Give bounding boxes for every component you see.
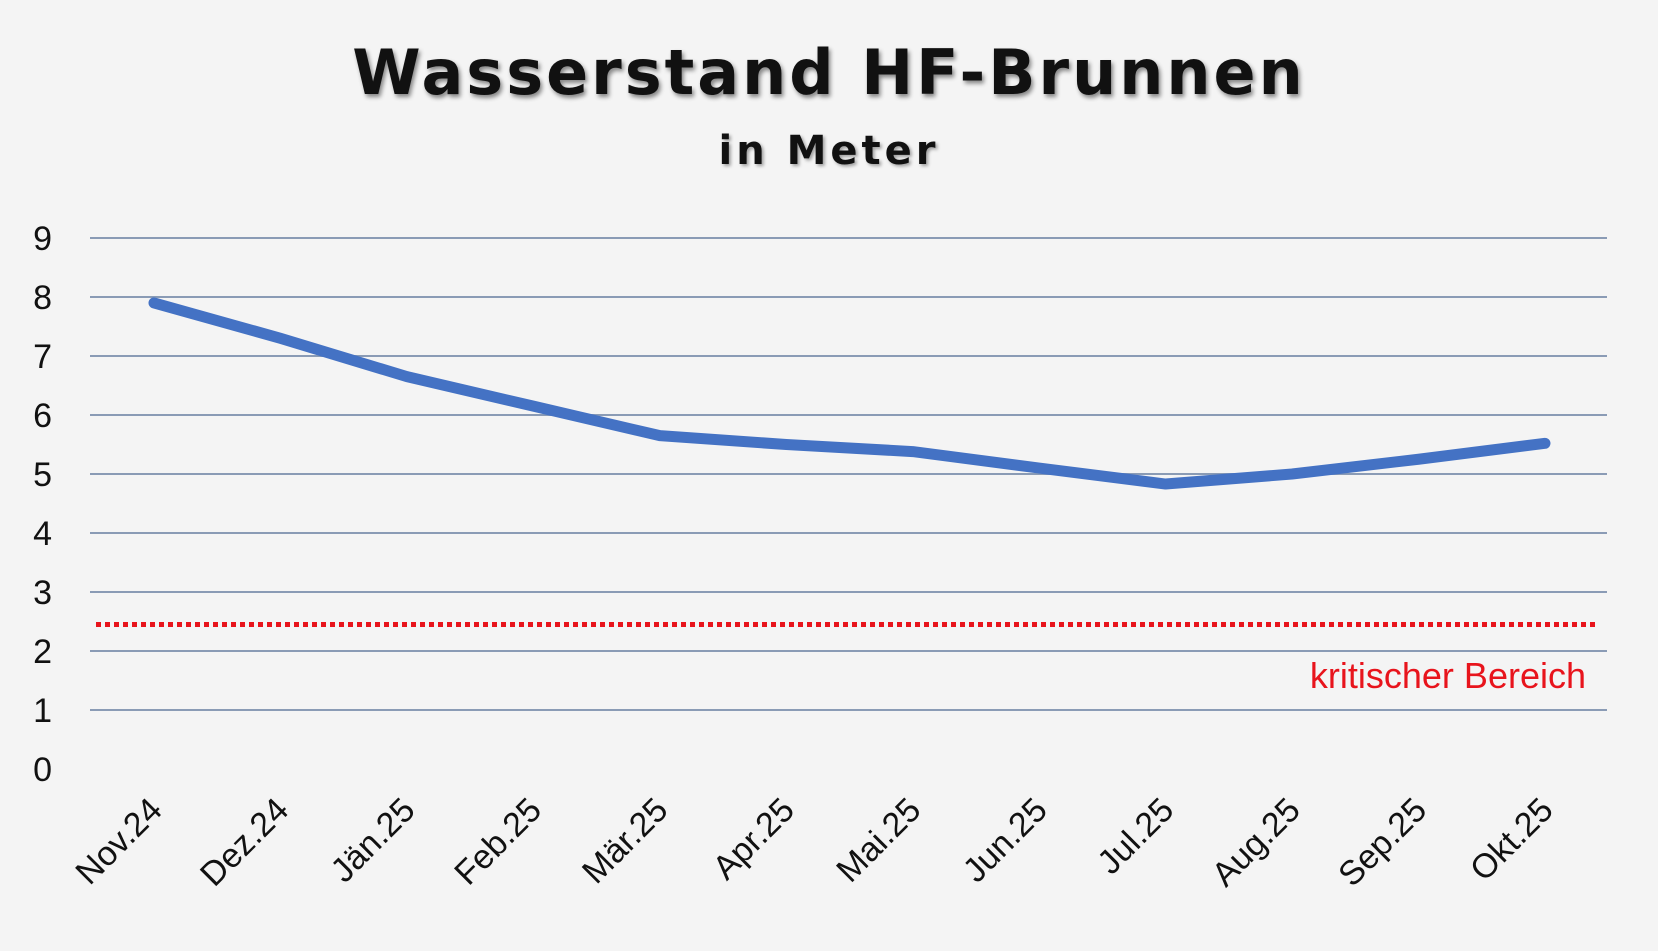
x-tick-label: Okt.25 bbox=[1463, 791, 1561, 889]
data-point bbox=[406, 376, 408, 378]
x-tick-label: Nov.24 bbox=[68, 791, 169, 892]
y-tick-label: 4 bbox=[33, 515, 52, 553]
y-tick-label: 7 bbox=[33, 338, 52, 376]
y-tick-label: 1 bbox=[33, 692, 52, 730]
y-axis-ticks: 0 1 2 3 4 5 6 7 8 9 bbox=[33, 220, 52, 789]
x-tick-label: Mär.25 bbox=[575, 791, 675, 891]
x-axis-ticks: Nov.24 Dez.24 Jän.25 Feb.25 Mär.25 Apr.25 Mai.… bbox=[68, 791, 1560, 894]
y-tick-label: 8 bbox=[33, 279, 52, 317]
x-tick-label: Feb.25 bbox=[447, 791, 549, 893]
data-point bbox=[659, 435, 661, 437]
y-tick-label: 9 bbox=[33, 220, 52, 258]
data-point bbox=[785, 444, 787, 446]
data-point bbox=[912, 451, 914, 453]
x-tick-label: Aug.25 bbox=[1205, 791, 1308, 894]
data-point bbox=[1418, 458, 1420, 460]
chart-subtitle: in Meter bbox=[718, 128, 940, 174]
x-tick-label: Jul.25 bbox=[1090, 791, 1181, 882]
y-tick-label: 6 bbox=[33, 397, 52, 435]
data-point bbox=[279, 337, 281, 339]
data-point bbox=[153, 302, 155, 304]
y-tick-label: 3 bbox=[33, 574, 52, 612]
grid-lines bbox=[90, 237, 1607, 711]
y-tick-label: 5 bbox=[33, 456, 52, 494]
x-tick-label: Mai.25 bbox=[829, 791, 928, 890]
y-tick-label: 2 bbox=[33, 633, 52, 671]
x-tick-label: Jun.25 bbox=[956, 791, 1055, 890]
data-point bbox=[1291, 473, 1293, 475]
data-point bbox=[1038, 467, 1040, 469]
series-line bbox=[148, 297, 1551, 490]
data-point bbox=[1165, 483, 1167, 485]
data-point bbox=[1544, 442, 1546, 444]
series-group bbox=[148, 297, 1551, 490]
x-tick-label: Jän.25 bbox=[324, 791, 423, 890]
threshold-label: kritischer Bereich bbox=[1310, 655, 1586, 696]
x-tick-label: Apr.25 bbox=[706, 791, 802, 887]
x-tick-label: Dez.24 bbox=[193, 791, 296, 894]
x-tick-label: Sep.25 bbox=[1331, 791, 1434, 894]
chart-title: Wasserstand HF-Brunnen bbox=[352, 36, 1306, 109]
y-tick-label: 0 bbox=[33, 751, 52, 789]
data-point bbox=[532, 405, 534, 407]
critical-threshold: kritischer Bereich bbox=[96, 621, 1595, 696]
